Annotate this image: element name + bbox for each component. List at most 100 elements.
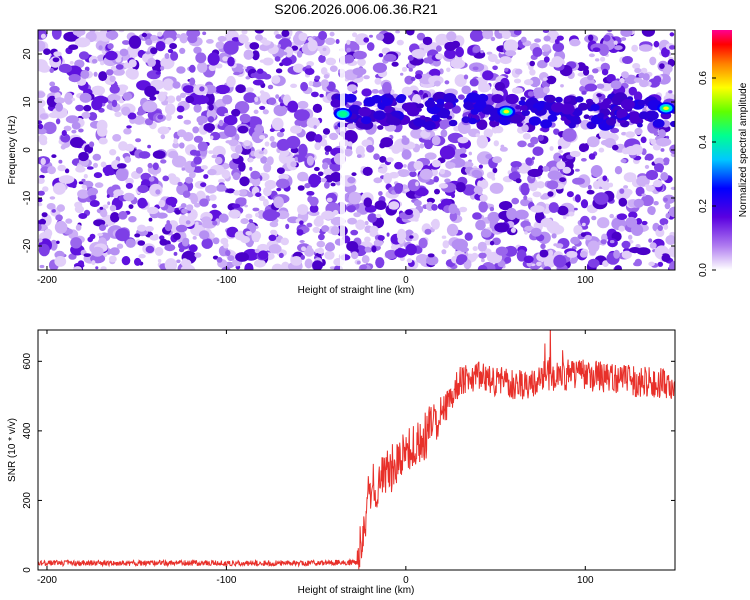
heatmap-cell (94, 182, 104, 188)
heatmap-cell (145, 38, 153, 46)
heatmap-cell (532, 47, 543, 57)
heatmap-cell (397, 169, 411, 178)
heatmap-cell (148, 217, 153, 222)
heatmap-cell (540, 217, 553, 228)
heatmap-cell (357, 35, 364, 41)
heatmap-cell (419, 168, 433, 180)
heatmap-band-cell (491, 94, 504, 104)
heatmap-cell (243, 49, 254, 60)
heatmap-cell (254, 248, 260, 254)
heatmap-cell (574, 194, 581, 203)
heatmap-cell (446, 223, 459, 237)
heatmap-band-cell (590, 103, 600, 112)
heatmap-cell (498, 201, 513, 211)
heatmap-cell (621, 251, 628, 257)
heatmap-cell (52, 182, 66, 195)
heatmap-cell (468, 151, 472, 156)
heatmap-cell (124, 156, 132, 164)
heatmap-cell (199, 230, 210, 240)
heatmap-cell (527, 142, 535, 148)
heatmap-cell (244, 262, 254, 270)
snr-y-tick-label: 400 (22, 422, 33, 439)
heatmap-cell (83, 253, 91, 257)
heatmap-cell (98, 137, 108, 145)
heatmap-cell (472, 66, 479, 71)
heatmap-cell (348, 191, 362, 205)
heatmap-cell (588, 34, 594, 41)
heatmap-cell (74, 37, 91, 48)
heatmap-cell (413, 200, 422, 207)
heatmap-cell (215, 84, 230, 95)
heatmap-cell (189, 64, 196, 73)
heatmap-cell (158, 199, 166, 208)
heatmap-cell (415, 181, 419, 187)
heatmap-cell (98, 71, 108, 82)
heatmap-cell (192, 126, 200, 134)
heatmap-cell (489, 206, 495, 212)
heatmap-cell (79, 92, 92, 103)
heatmap-cell (238, 161, 246, 172)
heatmap-band-cell (606, 117, 617, 126)
heatmap-cell (149, 96, 157, 101)
heatmap-cell (38, 202, 43, 207)
heatmap-cell (65, 218, 73, 224)
heatmap-band-cell (334, 95, 340, 100)
heatmap-cell (628, 86, 637, 96)
heatmap-cell (653, 179, 663, 188)
heatmap-cell (429, 68, 441, 78)
heatmap-cell (164, 244, 176, 252)
heatmap-cell (268, 244, 282, 254)
heatmap-cell (108, 255, 117, 263)
heatmap-cell (64, 92, 74, 105)
heatmap-cell (134, 233, 141, 238)
heatmap-cell (409, 171, 417, 178)
heatmap-cell (388, 201, 400, 210)
heatmap-cell (54, 97, 66, 104)
heatmap-cell (566, 191, 574, 198)
heatmap-cell (69, 61, 74, 65)
heatmap-cell (105, 50, 118, 61)
heatmap-cell (91, 98, 103, 111)
heatmap-cell (405, 266, 412, 270)
heatmap-cell (328, 251, 334, 257)
heatmap-cell (394, 248, 408, 258)
heatmap-cell (369, 225, 379, 234)
heatmap-cell (375, 213, 382, 219)
heatmap-cell (573, 224, 583, 236)
heatmap-cell (457, 94, 465, 100)
heatmap-cell (150, 47, 158, 55)
heatmap-cell (613, 40, 618, 45)
colorbar-gradient (712, 30, 732, 270)
heatmap-cell (290, 161, 297, 168)
heatmap-cell (366, 144, 375, 153)
heatmap-cell (215, 41, 225, 49)
heatmap-cell (623, 172, 637, 183)
heatmap-cell (259, 105, 266, 110)
heatmap-cell (492, 156, 502, 164)
heatmap-cell (70, 137, 84, 148)
heatmap-band-cell (575, 96, 584, 103)
heatmap-cell (543, 266, 552, 270)
heatmap-cell (157, 114, 164, 120)
colorbar-tick-label: 0.4 (698, 135, 709, 149)
heatmap-cell (668, 90, 673, 94)
heatmap-cell (253, 259, 266, 268)
heatmap-cell (628, 234, 633, 240)
heatmap-cell (114, 111, 122, 118)
heatmap-x-tick-label: -100 (216, 275, 236, 286)
heatmap-cell (78, 213, 88, 219)
heatmap-band-cell (373, 110, 386, 120)
heatmap-cell (553, 152, 562, 162)
heatmap-cell (179, 33, 188, 44)
heatmap-cell (207, 168, 217, 176)
heatmap-cell (160, 65, 165, 71)
heatmap-cell (186, 204, 194, 211)
heatmap-cell (207, 52, 220, 66)
heatmap-cell (135, 167, 143, 174)
heatmap-cell (271, 117, 284, 131)
heatmap-cell (300, 81, 308, 92)
heatmap-cell (413, 160, 424, 170)
heatmap-cell (537, 59, 548, 69)
heatmap-cell (475, 219, 486, 231)
heatmap-cell (531, 156, 535, 160)
